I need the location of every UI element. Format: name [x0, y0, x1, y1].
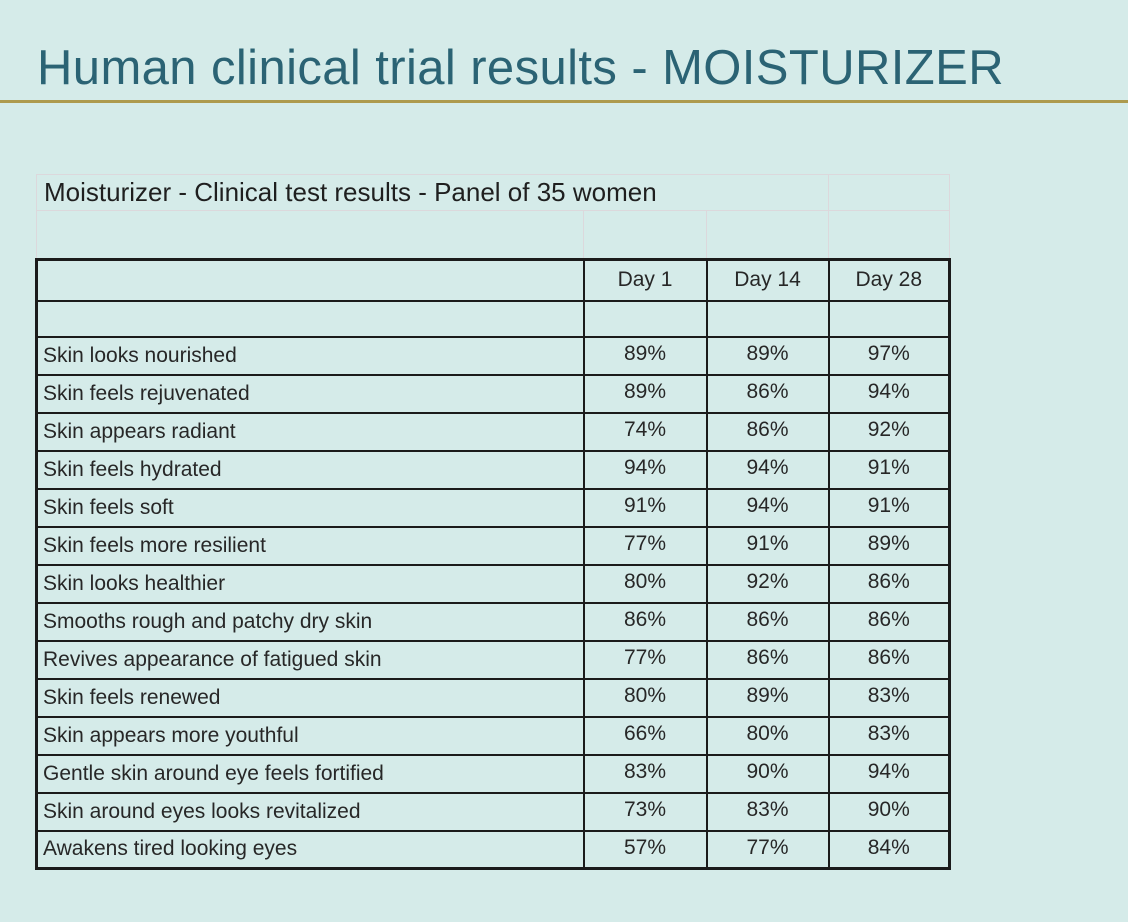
table-row: Skin feels soft 91% 94% 91%	[35, 487, 952, 528]
column-header-row: Day 1 Day 14 Day 28	[35, 258, 952, 302]
value-day28: 94%	[827, 753, 952, 794]
value-day28: 84%	[827, 829, 952, 870]
empty-cell	[35, 299, 585, 338]
empty-cell	[583, 210, 707, 260]
value-day14: 89%	[705, 335, 830, 376]
value-day1: 89%	[582, 335, 708, 376]
value-day1: 74%	[582, 411, 708, 452]
value-day28: 83%	[827, 677, 952, 718]
value-day1: 89%	[582, 373, 708, 414]
value-day28: 86%	[827, 563, 952, 604]
empty-cell	[705, 210, 830, 260]
value-day1: 80%	[582, 677, 708, 718]
title-underline-rule	[0, 100, 1128, 103]
value-day14: 94%	[705, 487, 830, 528]
claim-label: Skin looks healthier	[35, 563, 585, 604]
value-day14: 86%	[705, 373, 830, 414]
value-day28: 86%	[827, 601, 952, 642]
column-header-day28: Day 28	[827, 258, 952, 302]
value-day1: 80%	[582, 563, 708, 604]
claim-label: Skin feels more resilient	[35, 525, 585, 566]
value-day14: 83%	[705, 791, 830, 832]
value-day14: 94%	[705, 449, 830, 490]
clinical-results-table: Moisturizer - Clinical test results - Pa…	[35, 174, 952, 870]
claim-label: Skin appears radiant	[35, 411, 585, 452]
claim-label: Skin feels soft	[35, 487, 585, 528]
table-row: Skin around eyes looks revitalized 73% 8…	[35, 791, 952, 832]
empty-cell	[36, 210, 584, 260]
claim-label: Gentle skin around eye feels fortified	[35, 753, 585, 794]
value-day28: 89%	[827, 525, 952, 566]
column-header-day14: Day 14	[705, 258, 830, 302]
table-row: Skin feels hydrated 94% 94% 91%	[35, 449, 952, 490]
table-row: Skin feels renewed 80% 89% 83%	[35, 677, 952, 718]
value-day1: 77%	[582, 639, 708, 680]
table-caption: Moisturizer - Clinical test results - Pa…	[35, 174, 830, 211]
claim-label: Skin feels rejuvenated	[35, 373, 585, 414]
value-day1: 83%	[582, 753, 708, 794]
page-title: Human clinical trial results - MOISTURIZ…	[37, 41, 1005, 95]
empty-cell	[582, 299, 708, 338]
value-day14: 86%	[705, 639, 830, 680]
value-day1: 94%	[582, 449, 708, 490]
empty-cell	[705, 299, 830, 338]
value-day14: 92%	[705, 563, 830, 604]
value-day1: 66%	[582, 715, 708, 756]
value-day28: 91%	[827, 449, 952, 490]
table-row: Skin looks nourished 89% 89% 97%	[35, 335, 952, 376]
value-day14: 91%	[705, 525, 830, 566]
value-day14: 77%	[705, 829, 830, 870]
claim-label: Skin feels renewed	[35, 677, 585, 718]
table-row: Skin feels more resilient 77% 91% 89%	[35, 525, 952, 566]
value-day28: 86%	[827, 639, 952, 680]
value-day28: 92%	[827, 411, 952, 452]
blank-row	[35, 299, 952, 338]
table-row: Awakens tired looking eyes 57% 77% 84%	[35, 829, 952, 870]
claim-label: Revives appearance of fatigued skin	[35, 639, 585, 680]
claim-label: Skin appears more youthful	[35, 715, 585, 756]
value-day1: 57%	[582, 829, 708, 870]
column-header-day1: Day 1	[582, 258, 708, 302]
table-row: Skin looks healthier 80% 92% 86%	[35, 563, 952, 604]
claim-label: Skin feels hydrated	[35, 449, 585, 490]
table-row: Skin feels rejuvenated 89% 86% 94%	[35, 373, 952, 414]
value-day1: 77%	[582, 525, 708, 566]
value-day28: 91%	[827, 487, 952, 528]
empty-cell	[827, 299, 952, 338]
value-day14: 86%	[705, 411, 830, 452]
table-row: Skin appears radiant 74% 86% 92%	[35, 411, 952, 452]
table-row: Revives appearance of fatigued skin 77% …	[35, 639, 952, 680]
value-day14: 90%	[705, 753, 830, 794]
value-day28: 97%	[827, 335, 952, 376]
table-caption-row: Moisturizer - Clinical test results - Pa…	[35, 174, 951, 211]
value-day14: 86%	[705, 601, 830, 642]
value-day28: 83%	[827, 715, 952, 756]
spacer-row	[36, 210, 951, 260]
value-day14: 89%	[705, 677, 830, 718]
table-row: Skin appears more youthful 66% 80% 83%	[35, 715, 952, 756]
empty-cell	[828, 210, 951, 260]
empty-cell	[35, 258, 585, 302]
value-day1: 91%	[582, 487, 708, 528]
value-day28: 90%	[827, 791, 952, 832]
table-row: Smooths rough and patchy dry skin 86% 86…	[35, 601, 952, 642]
value-day28: 94%	[827, 373, 952, 414]
claim-label: Skin looks nourished	[35, 335, 585, 376]
value-day1: 86%	[582, 601, 708, 642]
claim-label: Skin around eyes looks revitalized	[35, 791, 585, 832]
claim-label: Smooths rough and patchy dry skin	[35, 601, 585, 642]
table-row: Gentle skin around eye feels fortified 8…	[35, 753, 952, 794]
empty-cell	[828, 174, 951, 211]
value-day1: 73%	[582, 791, 708, 832]
value-day14: 80%	[705, 715, 830, 756]
claim-label: Awakens tired looking eyes	[35, 829, 585, 870]
